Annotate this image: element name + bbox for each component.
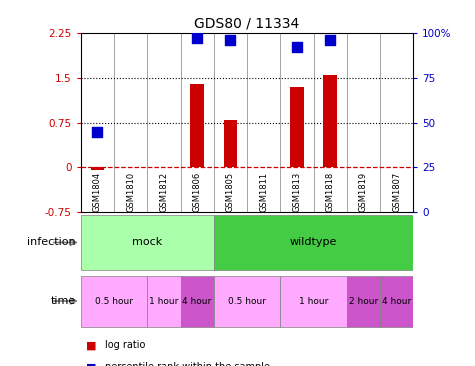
Bar (81, 276, 147, 326)
Text: 4 hour: 4 hour (382, 296, 411, 306)
Text: infection: infection (28, 238, 76, 247)
Bar (81, 215, 214, 270)
Point (227, 37, 234, 43)
Bar (147, 276, 180, 326)
Text: GSM1813: GSM1813 (293, 172, 301, 212)
Text: 0.5 hour: 0.5 hour (228, 296, 266, 306)
Text: GSM1807: GSM1807 (392, 172, 401, 212)
Title: GDS80 / 11334: GDS80 / 11334 (194, 16, 300, 30)
Text: ■: ■ (86, 362, 96, 366)
Text: GSM1805: GSM1805 (226, 172, 235, 212)
Text: mock: mock (132, 238, 162, 247)
Text: percentile rank within the sample: percentile rank within the sample (104, 362, 269, 366)
Bar (180, 276, 214, 326)
Bar (323, 75, 337, 168)
Text: GSM1818: GSM1818 (326, 172, 334, 212)
Bar (380, 276, 413, 326)
Point (326, 37, 334, 43)
Bar (280, 276, 347, 326)
Text: time: time (51, 296, 76, 306)
Text: 1 hour: 1 hour (149, 296, 179, 306)
Bar (290, 87, 304, 168)
Text: log ratio: log ratio (104, 340, 145, 350)
Text: 1 hour: 1 hour (299, 296, 328, 306)
Text: GSM1819: GSM1819 (359, 172, 368, 212)
Text: 0.5 hour: 0.5 hour (95, 296, 133, 306)
Text: ■: ■ (86, 340, 96, 350)
Text: GSM1804: GSM1804 (93, 172, 102, 212)
Point (193, 36, 201, 41)
Bar (214, 276, 280, 326)
Text: 4 hour: 4 hour (182, 296, 212, 306)
Bar (214, 215, 413, 270)
Bar (224, 120, 237, 168)
Point (293, 44, 301, 50)
Text: GSM1806: GSM1806 (193, 172, 201, 212)
Text: GSM1810: GSM1810 (126, 172, 135, 212)
Text: wildtype: wildtype (290, 238, 337, 247)
Bar (91, 168, 104, 171)
Text: GSM1811: GSM1811 (259, 172, 268, 212)
Bar (190, 84, 204, 168)
Text: 2 hour: 2 hour (349, 296, 378, 306)
Text: GSM1812: GSM1812 (160, 172, 168, 212)
Bar (347, 276, 380, 326)
Point (94, 129, 101, 135)
